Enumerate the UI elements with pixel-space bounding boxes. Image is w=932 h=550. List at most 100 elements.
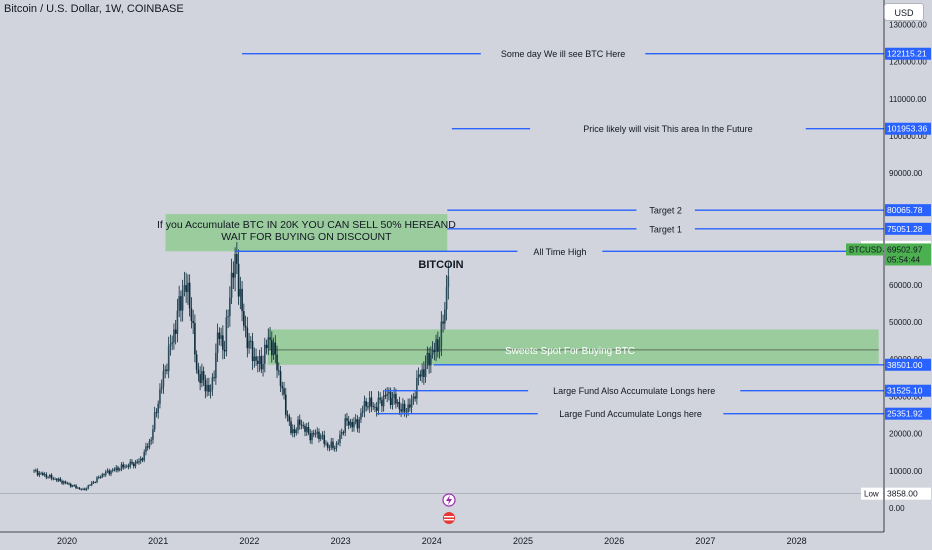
candle-body <box>202 371 205 381</box>
candle-body <box>305 427 308 432</box>
candle-body <box>145 446 147 453</box>
time-tick-label: 2022 <box>239 536 259 546</box>
time-tick-label: 2024 <box>422 536 442 546</box>
candle-body <box>246 327 249 349</box>
level-price-tag-bg <box>885 122 931 135</box>
candle-body <box>190 308 193 321</box>
candle-body <box>185 285 187 293</box>
candle-body <box>78 487 81 489</box>
level-label-bg <box>537 407 724 420</box>
candle-body <box>295 430 298 433</box>
candle-body <box>213 377 215 379</box>
candle-body <box>47 477 49 478</box>
candle-body <box>169 344 172 347</box>
candle-body <box>54 478 56 480</box>
candle-body <box>115 467 118 471</box>
candle-body <box>239 288 242 297</box>
candle-body <box>361 411 364 414</box>
candle-body <box>438 346 441 352</box>
level-label-bg <box>517 245 603 258</box>
level-price-tag-bg <box>885 222 931 235</box>
candle-body <box>414 396 416 399</box>
candle-body <box>166 369 168 371</box>
candle-body <box>283 388 285 395</box>
candle-body <box>316 431 319 434</box>
candle-body <box>265 344 268 349</box>
candle-body <box>57 478 60 481</box>
candle-body <box>215 352 217 379</box>
candle-body <box>83 488 86 490</box>
price-axis[interactable] <box>884 0 932 550</box>
candle-body <box>400 409 402 412</box>
level-price-tag: 75051.28 <box>887 224 923 234</box>
time-tick-label: 2026 <box>604 536 624 546</box>
candle-body <box>276 354 278 371</box>
symbol-badge-bg <box>846 243 883 256</box>
level-label: Large Fund Accumulate Longs here <box>559 409 702 419</box>
level-label: Target 2 <box>649 206 682 216</box>
candle-body <box>375 407 378 411</box>
candle-body <box>300 424 303 426</box>
candle-body <box>176 310 179 334</box>
us-flag-event-icon[interactable] <box>443 512 455 524</box>
candle-body <box>138 461 140 463</box>
candle-body <box>416 378 418 399</box>
level-price-tag: 31525.10 <box>887 386 923 396</box>
candle-body <box>61 481 63 484</box>
candle-body <box>157 403 159 413</box>
countdown: 05:54:44 <box>887 254 920 264</box>
candle-body <box>244 325 247 328</box>
candle-body <box>167 346 170 371</box>
currency-button[interactable]: USD <box>884 3 924 21</box>
candle-body <box>258 356 261 365</box>
current-price: 69502.97 <box>887 244 923 254</box>
time-axis[interactable] <box>0 532 884 550</box>
time-tick-label: 2027 <box>695 536 715 546</box>
low-price-tag: 3858.00 <box>887 489 918 499</box>
candle-body <box>354 419 357 423</box>
candle-body <box>326 443 329 448</box>
candle-body <box>122 464 125 468</box>
candle-body <box>197 369 200 375</box>
candle-body <box>188 282 191 309</box>
candle-body <box>402 403 404 412</box>
candle-body <box>111 469 114 471</box>
candle-body <box>90 482 93 486</box>
candle-body <box>143 452 146 461</box>
candle-body <box>288 416 291 422</box>
candle-body <box>180 296 182 311</box>
candle-body <box>208 384 210 392</box>
candle-body <box>40 472 42 474</box>
candle-body <box>220 335 222 339</box>
chart-title: Bitcoin / U.S. Dollar, 1W, COINBASE <box>4 3 184 15</box>
candle-body <box>358 419 360 429</box>
candle-body <box>417 374 420 379</box>
candle-body <box>253 356 256 362</box>
candle-body <box>391 398 394 406</box>
buy-zone[interactable] <box>267 329 879 365</box>
candle-body <box>146 446 149 448</box>
level-label: Price likely will visit This area In the… <box>583 124 752 134</box>
time-tick-label: 2023 <box>331 536 351 546</box>
candle-body <box>388 391 390 394</box>
candle-body <box>419 374 422 377</box>
sell-zone[interactable] <box>165 214 448 252</box>
candle-body <box>87 485 90 489</box>
candle-body <box>431 350 434 355</box>
candle-body <box>99 477 102 478</box>
candle-body <box>181 289 184 311</box>
candle-body <box>428 352 430 366</box>
candle-body <box>248 340 250 349</box>
price-tick-label: 120000.00 <box>889 58 927 67</box>
candle-body <box>412 396 415 400</box>
candle-body <box>426 352 429 364</box>
candle-body <box>162 370 165 387</box>
candle-body <box>127 465 130 467</box>
candle-body <box>393 393 395 399</box>
level-price-tag-bg <box>885 204 931 217</box>
candle-body <box>372 406 374 408</box>
candle-body <box>129 461 132 467</box>
candle-body <box>68 483 70 485</box>
